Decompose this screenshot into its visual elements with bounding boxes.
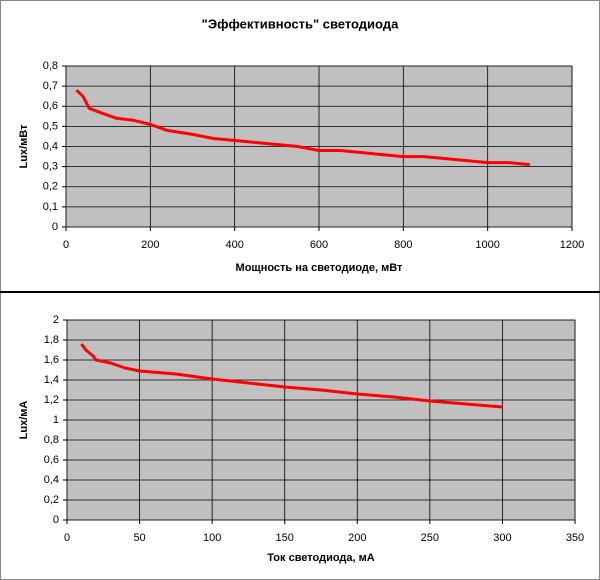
x-tick-label: 50 xyxy=(133,532,145,544)
data-line xyxy=(80,343,503,409)
x-tick-label: 200 xyxy=(141,239,159,251)
x-tick-label: 800 xyxy=(394,239,412,251)
y-tick-label: 1,2 xyxy=(44,394,59,406)
y-tick-label: 1,8 xyxy=(44,334,59,346)
y-tick-label: 0,5 xyxy=(43,120,58,132)
x-tick-label: 1000 xyxy=(475,239,499,251)
x-axis-label: Ток светодиода, мА xyxy=(267,552,374,564)
x-tick-label: 400 xyxy=(225,239,243,251)
y-tick-label: 1 xyxy=(53,414,59,426)
y-tick-label: 0,6 xyxy=(44,454,59,466)
y-tick-label: 0,3 xyxy=(43,161,58,173)
x-tick-label: 0 xyxy=(64,532,70,544)
y-tick-label: 0 xyxy=(52,221,58,233)
x-tick-label: 250 xyxy=(421,532,439,544)
x-tick-label: 150 xyxy=(276,532,294,544)
y-tick-label: 0,4 xyxy=(43,140,58,152)
y-tick-label: 1,6 xyxy=(44,354,59,366)
y-tick-label: 0,4 xyxy=(44,474,59,486)
y-tick-label: 0,2 xyxy=(43,181,58,193)
x-tick-label: 600 xyxy=(310,239,328,251)
x-tick-label: 0 xyxy=(63,239,69,251)
chart-title: "Эффективность" светодиода xyxy=(202,16,399,31)
y-tick-label: 0,8 xyxy=(43,60,58,72)
y-tick-label: 1,4 xyxy=(44,374,59,386)
x-axis-label: Мощность на светодиоде, мВт xyxy=(236,262,404,274)
y-tick-label: 0 xyxy=(53,514,59,526)
y-tick-label: 0,1 xyxy=(43,201,58,213)
y-tick-label: 0,7 xyxy=(43,80,58,92)
y-tick-label: 0,6 xyxy=(43,100,58,112)
y-axis-label: Lux/мВт xyxy=(18,124,30,169)
data-line xyxy=(75,89,530,167)
x-tick-label: 300 xyxy=(493,532,511,544)
x-tick-label: 100 xyxy=(203,532,221,544)
x-tick-label: 200 xyxy=(348,532,366,544)
y-tick-label: 0,2 xyxy=(44,494,59,506)
y-tick-label: 0,8 xyxy=(44,434,59,446)
x-tick-label: 350 xyxy=(566,532,584,544)
x-tick-label: 1200 xyxy=(560,239,584,251)
y-axis-label: Lux/мА xyxy=(18,401,30,440)
y-tick-label: 2 xyxy=(53,314,59,326)
